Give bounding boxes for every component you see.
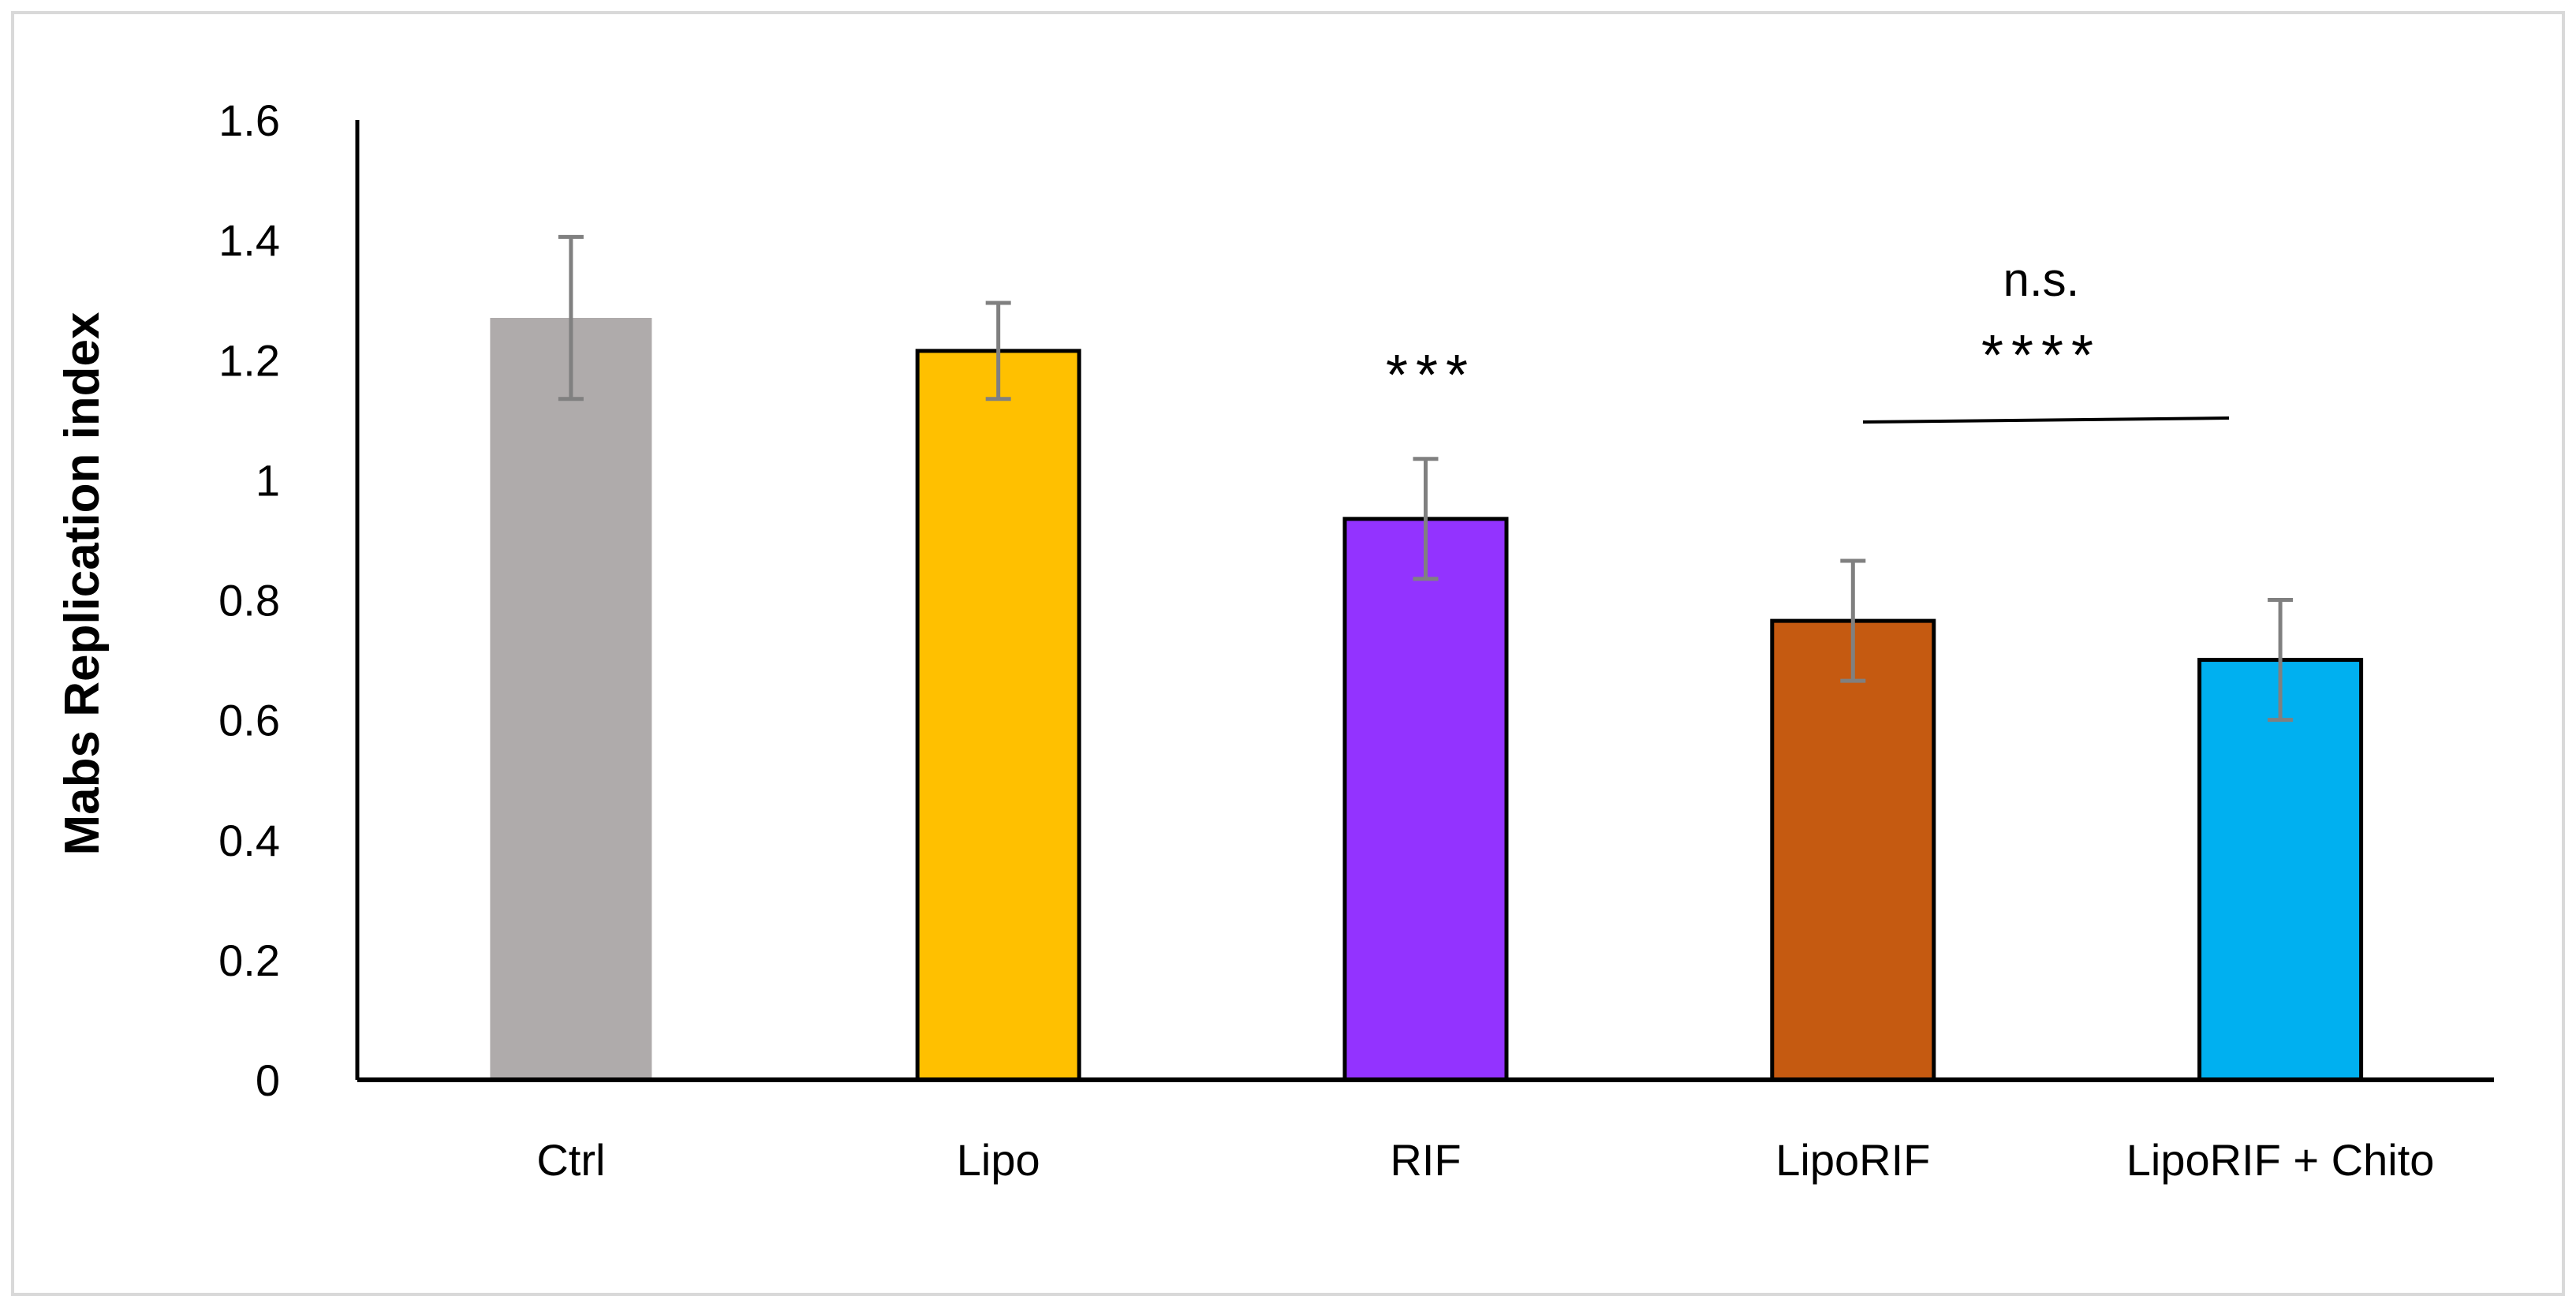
y-tick-label: 1.6 [218, 95, 280, 145]
x-category-label: RIF [1390, 1135, 1461, 1185]
y-tick-labels: 0 0.2 0.4 0.6 0.8 1 1.2 1.4 1.6 [218, 95, 280, 1105]
rif-significance-label: *** [1386, 344, 1476, 407]
bar-liporif [1770, 618, 1936, 1082]
error-bars-layer [558, 234, 2294, 723]
y-tick-label: 0.6 [218, 696, 280, 745]
comparison-bracket-line [1862, 416, 2230, 424]
error-bar [985, 301, 1011, 401]
error-bar [1413, 457, 1439, 581]
bar-ctrl [490, 318, 652, 1081]
comparison-significance-label: **** [1981, 324, 2101, 387]
error-bar [558, 234, 584, 401]
y-tick-label: 1 [256, 455, 280, 505]
y-tick-label: 1.4 [218, 215, 280, 265]
y-tick-label: 0.2 [218, 935, 280, 985]
x-category-label: Lipo [957, 1135, 1040, 1185]
bars-layer [490, 318, 2364, 1082]
x-category-labels: Ctrl Lipo RIF LipoRIF LipoRIF + Chito [536, 1135, 2434, 1185]
y-axis-title: Mabs Replication index [55, 312, 110, 856]
y-tick-label: 0.4 [218, 816, 280, 865]
bar-liporif-chito [2197, 658, 2364, 1082]
x-category-label: LipoRIF [1775, 1135, 1930, 1185]
bar-rif [1342, 517, 1509, 1082]
comparison-ns-label: n.s. [2003, 253, 2080, 306]
y-tick-label: 1.2 [218, 335, 280, 385]
x-category-label: Ctrl [536, 1135, 605, 1185]
y-tick-label: 0 [256, 1055, 280, 1105]
error-bar [2268, 598, 2294, 723]
error-bar [1840, 558, 1866, 683]
y-tick-label: 0.8 [218, 576, 280, 625]
x-category-label: LipoRIF + Chito [2126, 1135, 2435, 1185]
bar-lipo [915, 349, 1081, 1082]
